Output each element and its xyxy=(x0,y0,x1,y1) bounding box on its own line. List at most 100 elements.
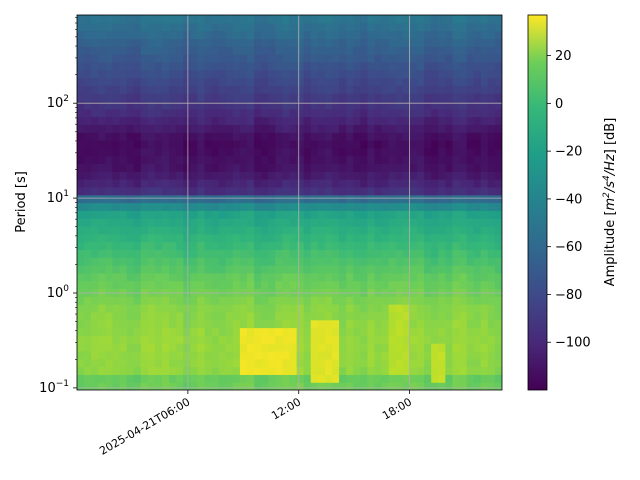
heatmap-cell xyxy=(466,233,475,243)
heatmap-cell xyxy=(494,194,502,204)
heatmap-cell xyxy=(402,85,411,94)
heatmap-cell xyxy=(268,296,276,305)
heatmap-cell xyxy=(402,77,411,86)
heatmap-cell xyxy=(275,54,284,63)
heatmap-cell xyxy=(154,22,163,32)
heatmap-cell xyxy=(438,77,446,86)
heatmap-cell xyxy=(409,61,418,71)
heatmap-cell xyxy=(494,358,502,368)
heatmap-cell xyxy=(353,22,361,32)
heatmap-cell xyxy=(339,100,347,110)
heatmap-cell xyxy=(459,358,468,368)
heatmap-cell xyxy=(275,194,284,204)
heatmap-cell xyxy=(119,319,128,329)
heatmap-cell xyxy=(98,116,106,125)
heatmap-cell xyxy=(169,335,177,344)
heatmap-cell xyxy=(105,186,114,196)
heatmap-cell xyxy=(84,100,92,110)
heatmap-cell xyxy=(204,311,213,321)
heatmap-cell xyxy=(268,249,276,258)
heatmap-cell xyxy=(112,100,121,110)
heatmap-cell xyxy=(289,366,298,375)
heatmap-cell xyxy=(133,265,142,274)
heatmap-cell xyxy=(353,218,361,227)
heatmap-cell xyxy=(268,171,276,180)
heatmap-cell xyxy=(91,350,99,360)
heatmap-cell xyxy=(374,132,383,141)
heatmap-cell xyxy=(480,374,489,383)
heatmap-cell xyxy=(310,100,319,110)
heatmap-cell xyxy=(197,171,206,180)
heatmap-cell xyxy=(183,85,191,94)
heatmap-cell xyxy=(126,38,135,47)
heatmap-cell xyxy=(140,155,149,165)
heatmap-cell xyxy=(275,69,284,79)
heatmap-cell xyxy=(197,46,206,55)
heatmap-cell xyxy=(268,194,276,204)
heatmap-cell xyxy=(204,319,213,329)
heatmap-cell xyxy=(417,272,425,282)
heatmap-cell xyxy=(119,186,128,196)
heatmap-cell xyxy=(303,327,312,336)
heatmap-cell xyxy=(98,233,106,243)
heatmap-cell xyxy=(247,186,255,196)
heatmap-cell xyxy=(480,38,489,47)
heatmap-cell xyxy=(438,15,446,24)
heatmap-cell xyxy=(395,233,404,243)
heatmap-cell xyxy=(317,108,326,118)
heatmap-cell xyxy=(459,265,468,274)
heatmap-cell xyxy=(367,124,376,133)
heatmap-cell xyxy=(197,311,206,321)
heatmap-cell xyxy=(225,296,234,305)
heatmap-cell xyxy=(247,171,255,180)
heatmap-cell xyxy=(480,132,489,141)
heatmap-cell xyxy=(487,202,496,211)
heatmap-cell xyxy=(388,22,397,32)
heatmap-cell xyxy=(91,225,99,235)
heatmap-cell xyxy=(84,366,92,375)
heatmap-cell xyxy=(402,186,411,196)
heatmap-cell xyxy=(367,319,376,329)
heatmap-cell xyxy=(431,366,439,375)
heatmap-cell xyxy=(105,272,114,282)
heatmap-cell xyxy=(268,22,276,32)
heatmap-cell xyxy=(494,233,502,243)
heatmap-cell xyxy=(438,233,446,243)
heatmap-cell xyxy=(466,202,475,211)
heatmap-cell xyxy=(289,186,298,196)
heatmap-cell xyxy=(339,124,347,133)
heatmap-cell xyxy=(275,249,284,258)
heatmap-cell xyxy=(247,61,255,71)
heatmap-cell xyxy=(317,140,326,149)
heatmap-cell xyxy=(225,140,234,149)
heatmap-cell xyxy=(98,257,106,266)
heatmap-cell xyxy=(303,77,312,86)
heatmap-cell xyxy=(162,54,170,63)
heatmap-cell xyxy=(232,163,241,172)
heatmap-cell xyxy=(353,350,361,360)
heatmap-cell xyxy=(395,108,404,118)
heatmap-cell xyxy=(197,304,206,313)
heatmap-cell xyxy=(367,186,376,196)
heatmap-cell xyxy=(169,77,177,86)
heatmap-cell xyxy=(190,225,199,235)
heatmap-cell xyxy=(169,225,177,235)
heatmap-cell xyxy=(374,194,383,204)
heatmap-cell xyxy=(466,93,475,102)
heatmap-cell xyxy=(417,69,425,79)
heatmap-cell xyxy=(176,366,184,375)
heatmap-cell xyxy=(296,163,305,172)
heatmap-cell xyxy=(303,147,312,157)
heatmap-cell xyxy=(409,210,418,219)
heatmap-cell xyxy=(424,54,432,63)
heatmap-cell xyxy=(133,350,142,360)
heatmap-cell xyxy=(126,225,135,235)
heatmap-cell xyxy=(431,280,439,290)
heatmap-cell xyxy=(204,272,213,282)
heatmap-cell xyxy=(218,179,227,188)
heatmap-cell xyxy=(381,38,390,47)
heatmap-cell xyxy=(367,296,376,305)
spectrogram-heatmap xyxy=(77,15,502,390)
heatmap-cell xyxy=(417,171,425,180)
